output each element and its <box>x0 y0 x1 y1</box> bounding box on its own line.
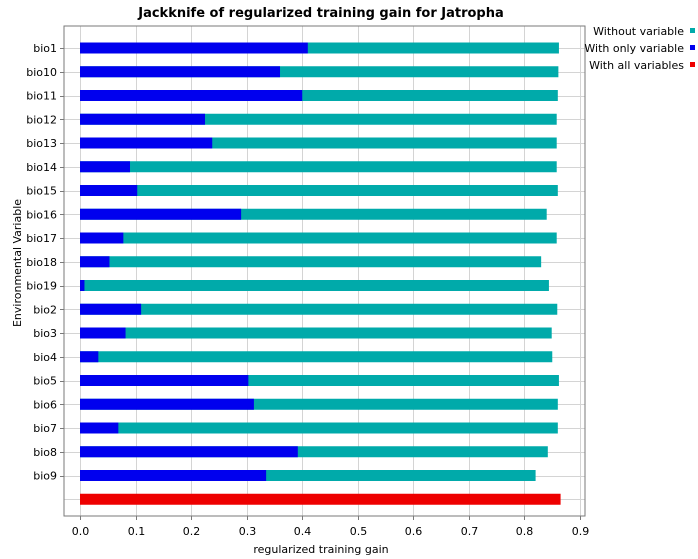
y-tick-label: bio10 <box>26 66 57 79</box>
bar-with-only-variable <box>80 137 213 149</box>
y-axis-label: Environmental Variable <box>11 199 24 327</box>
bar-without-variable <box>80 470 536 481</box>
bar-with-only-variable <box>80 161 131 173</box>
bar-with-only-variable <box>80 351 99 363</box>
y-tick-label: bio7 <box>33 422 57 435</box>
bar-without-variable <box>80 280 549 291</box>
y-tick-label: bio11 <box>26 90 57 103</box>
legend-label: With all variables <box>589 59 684 72</box>
x-tick-label: 0.0 <box>72 525 90 538</box>
x-tick-label: 0.6 <box>405 525 423 538</box>
bar-without-variable <box>80 185 558 196</box>
x-tick-label: 0.1 <box>128 525 146 538</box>
legend-swatch <box>690 45 695 50</box>
y-tick-label: bio12 <box>26 113 57 126</box>
x-tick-label: 0.3 <box>239 525 257 538</box>
bar-without-variable <box>80 398 558 410</box>
y-tick-label: bio15 <box>26 185 57 198</box>
legend-label: Without variable <box>593 25 684 38</box>
y-tick-label: bio6 <box>33 398 57 411</box>
y-tick-label: bio4 <box>33 351 57 364</box>
x-tick-label: 0.2 <box>183 525 201 538</box>
x-tick-label: 0.8 <box>516 525 534 538</box>
bar-without-variable <box>80 256 542 268</box>
bar-with-only-variable <box>80 66 281 78</box>
y-tick-label: bio14 <box>26 161 57 174</box>
plot-frame <box>63 25 586 517</box>
y-tick-label: bio13 <box>26 137 57 150</box>
y-tick-label: bio5 <box>33 375 57 388</box>
bar-with-only-variable <box>80 280 85 291</box>
bar-with-all-variables <box>80 493 561 505</box>
legend-swatch <box>690 62 695 67</box>
legend: Without variable With only variable With a… <box>584 25 695 72</box>
y-tick-label: bio18 <box>26 256 57 269</box>
bars <box>80 42 561 505</box>
bar-without-variable <box>80 90 558 101</box>
y-tick-label: bio9 <box>33 470 57 483</box>
bar-without-variable <box>80 446 548 458</box>
bar-without-variable <box>80 42 559 54</box>
bar-without-variable <box>80 113 557 125</box>
y-tick-label: bio19 <box>26 280 57 293</box>
bar-without-variable <box>80 66 559 78</box>
bar-with-only-variable <box>80 470 267 481</box>
bar-with-only-variable <box>80 375 249 386</box>
bar-without-variable <box>80 137 557 149</box>
x-axis-label: regularized training gain <box>253 543 388 556</box>
bar-without-variable <box>80 375 559 386</box>
legend-swatch <box>690 28 695 33</box>
y-tick-label: bio16 <box>26 208 57 221</box>
bar-with-only-variable <box>80 422 119 434</box>
y-tick-label: bio2 <box>33 303 57 316</box>
bar-with-only-variable <box>80 398 254 410</box>
bar-without-variable <box>80 208 547 220</box>
bar-with-only-variable <box>80 303 142 315</box>
y-tick-label: bio1 <box>33 42 57 55</box>
bar-with-only-variable <box>80 232 124 244</box>
bar-without-variable <box>80 351 553 363</box>
x-tick-label: 0.9 <box>572 525 590 538</box>
y-axis-ticks: bio1 bio10 bio11 bio12 bio13 bio14 bio15 bio16 b… <box>26 42 64 483</box>
chart-title: Jackknife of regularized training gain f… <box>137 6 504 21</box>
bar-without-variable <box>80 161 557 173</box>
bar-with-only-variable <box>80 327 126 339</box>
bar-with-only-variable <box>80 446 298 458</box>
x-axis-ticks: 0.0 0.1 0.2 0.3 0.4 0.5 0.6 0.7 0.8 0.9 <box>72 516 590 538</box>
bar-with-only-variable <box>80 256 110 268</box>
y-tick-label: bio3 <box>33 327 57 340</box>
bar-with-only-variable <box>80 185 138 196</box>
bar-without-variable <box>80 422 558 434</box>
y-tick-label: bio8 <box>33 446 57 459</box>
bar-with-only-variable <box>80 208 242 220</box>
x-tick-label: 0.7 <box>461 525 479 538</box>
bar-without-variable <box>80 232 557 244</box>
bar-without-variable <box>80 303 558 315</box>
x-tick-label: 0.5 <box>350 525 368 538</box>
x-tick-label: 0.4 <box>294 525 312 538</box>
bar-without-variable <box>80 327 552 339</box>
legend-label: With only variable <box>584 42 684 55</box>
y-tick-label: bio17 <box>26 232 57 245</box>
bar-with-only-variable <box>80 113 206 125</box>
bar-with-only-variable <box>80 42 308 54</box>
bar-with-only-variable <box>80 90 303 101</box>
